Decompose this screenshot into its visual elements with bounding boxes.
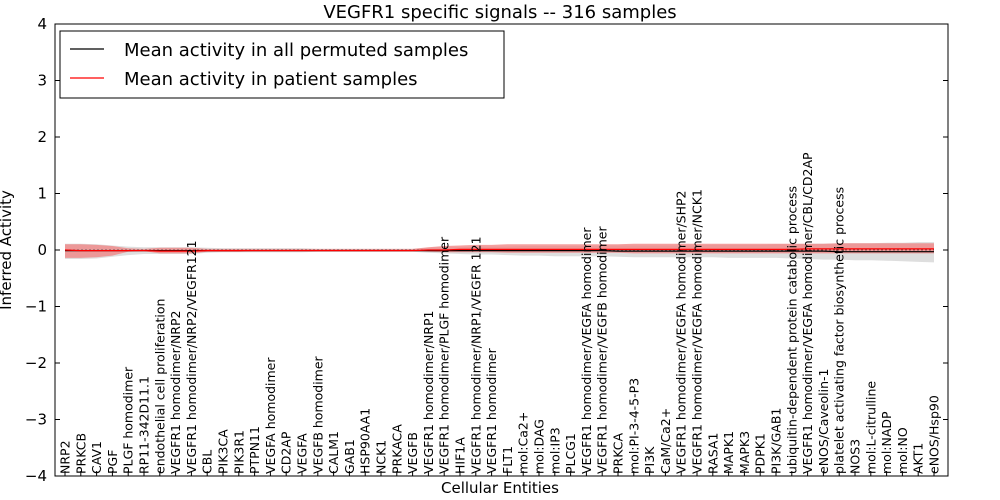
legend-label-patient: Mean activity in patient samples xyxy=(124,69,418,90)
x-tick-label: VEGFR1 homodimer/NRP1/VEGFR 121 xyxy=(468,236,483,474)
y-axis-ticks: −4 −3 −2 −1 0 1 2 3 4 xyxy=(25,15,948,485)
x-tick-label: FLT1 xyxy=(500,446,515,474)
x-tick-label: CBL xyxy=(200,450,215,474)
y-tick-label: −1 xyxy=(25,298,47,316)
x-tick-label: CAV1 xyxy=(89,441,104,474)
x-tick-label: VEGFR1 homodimer/NRP2/VEGFR121 xyxy=(184,240,199,474)
x-tick-label: PRKCA xyxy=(611,433,626,474)
x-tick-label: VEGFR1 homodimer/VEGFA homodimer/SHP2 xyxy=(674,190,689,474)
y-axis-label: Inferred Activity xyxy=(0,190,15,310)
legend-label-permuted: Mean activity in all permuted samples xyxy=(124,40,468,61)
x-tick-label: PI3K xyxy=(642,446,657,474)
x-tick-label: PLCG1 xyxy=(563,433,578,474)
y-tick-label: 0 xyxy=(37,241,47,259)
y-tick-label: 2 xyxy=(37,128,47,146)
x-tick-label: mol:NO xyxy=(895,427,910,474)
x-tick-label: VEGFR1 homodimer/VEGFA homodimer/CBL/CD2… xyxy=(800,152,815,474)
x-tick-label: mol:NADP xyxy=(879,411,894,474)
y-tick-label: 3 xyxy=(37,72,47,90)
x-tick-label: NCK1 xyxy=(374,440,389,474)
x-tick-label: VEGFR1 homodimer/NRP2 xyxy=(168,311,183,474)
y-tick-label: 4 xyxy=(37,15,47,33)
x-tick-label: HIF1A xyxy=(453,437,468,474)
x-tick-label: VEGFR1 homodimer xyxy=(484,347,499,474)
plot-frame xyxy=(54,23,949,477)
x-tick-label: mol:L-citrulline xyxy=(863,381,878,474)
x-tick-label: VEGFR1 homodimer/NRP1 xyxy=(421,311,436,474)
y-tick-label: −3 xyxy=(25,411,47,429)
x-tick-label: RASA1 xyxy=(705,433,720,474)
x-tick-label: mol:PI-3-4-5-P3 xyxy=(626,378,641,474)
x-tick-label: PIK3R1 xyxy=(231,430,246,474)
x-tick-label: HSP90AA1 xyxy=(358,408,373,474)
x-tick-label: endothelial cell proliferation xyxy=(152,299,167,474)
x-tick-label: VEGFA homodimer xyxy=(263,357,278,474)
chart-title: VEGFR1 specific signals -- 316 samples xyxy=(323,2,676,23)
x-tick-label: VEGFB homodimer xyxy=(310,355,325,474)
x-tick-label: NOS3 xyxy=(848,439,863,474)
x-tick-label: ubiquitin-dependent protein catabolic pr… xyxy=(784,186,799,474)
x-axis-label: Cellular Entities xyxy=(441,479,559,497)
x-tick-label: GAB1 xyxy=(342,439,357,474)
x-tick-label: CD2AP xyxy=(279,431,294,474)
x-tick-label: VEGFB xyxy=(405,432,420,474)
x-tick-label: PTPN11 xyxy=(247,426,262,474)
x-tick-label: CaM/Ca2+ xyxy=(658,408,673,474)
x-tick-label: PRKCB xyxy=(73,433,88,474)
x-tick-label: mol:Ca2+ xyxy=(516,412,531,474)
x-tick-label: AKT1 xyxy=(911,443,926,474)
x-tick-label: MAPK3 xyxy=(737,431,752,474)
x-tick-label: PIK3CA xyxy=(216,429,231,474)
x-tick-label: eNOS/Caveolin-1 xyxy=(816,369,831,474)
x-tick-label: VEGFR1 homodimer/VEGFA homodimer xyxy=(579,227,594,474)
x-tick-label: PLGF homodimer xyxy=(121,366,136,474)
x-tick-label: VEGFA xyxy=(295,433,310,474)
y-tick-label: −2 xyxy=(25,354,47,372)
x-tick-label: eNOS/Hsp90 xyxy=(927,395,942,474)
x-tick-label: MAPK1 xyxy=(721,431,736,474)
x-tick-label: NRP2 xyxy=(58,440,73,474)
x-tick-label: VEGFR1 homodimer/VEGFB homodimer xyxy=(595,226,610,474)
x-tick-label: PGF xyxy=(105,450,120,474)
x-axis-ticks: NRP2 PRKCB CAV1 PGF PLGF homodimer RP11-342D1… xyxy=(58,152,942,476)
y-tick-label: 1 xyxy=(37,185,47,203)
legend: Mean activity in all permuted samples Me… xyxy=(59,30,505,99)
x-tick-label: VEGFR1 homodimer/VEGFA homodimer/NCK1 xyxy=(690,189,705,474)
legend-box xyxy=(59,30,505,99)
x-tick-label: CALM1 xyxy=(326,431,341,474)
x-tick-label: PI3K/GAB1 xyxy=(769,408,784,474)
x-tick-label: PDPK1 xyxy=(753,433,768,474)
y-tick-label: −4 xyxy=(25,467,47,485)
x-tick-label: VEGFR1 homodimer/PLGF homodimer xyxy=(437,236,452,474)
x-tick-label: platelet activating factor biosynthetic … xyxy=(832,187,847,474)
x-tick-label: mol:DAG xyxy=(532,419,547,474)
x-tick-label: RP11-342D11.1 xyxy=(137,376,152,474)
patient-mean-line xyxy=(64,248,934,252)
series-lines xyxy=(64,248,934,253)
x-tick-label: mol:IP3 xyxy=(547,427,562,474)
x-tick-label: PRKACA xyxy=(389,424,404,474)
